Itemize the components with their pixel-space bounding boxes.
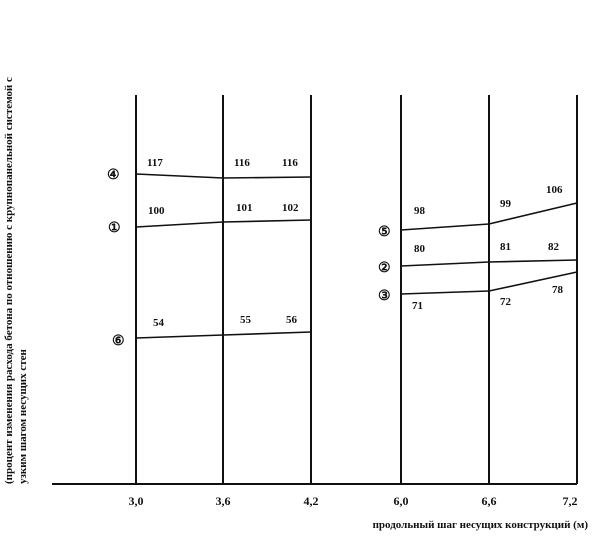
data-label: 54 (153, 317, 165, 329)
series-line (135, 334, 224, 339)
series-marker: ③ (378, 289, 391, 304)
data-label: 55 (240, 314, 252, 326)
data-label: 116 (234, 157, 250, 169)
data-label: 106 (546, 184, 563, 196)
series-line (135, 173, 224, 179)
series-5: 98 99 106 ⑤ (378, 184, 578, 240)
series-line (400, 223, 490, 231)
series-marker: ④ (107, 168, 120, 183)
series-marker: ① (108, 221, 121, 236)
data-label: 71 (412, 300, 423, 312)
series-marker: ⑥ (112, 334, 125, 349)
data-label: 102 (282, 202, 299, 214)
data-label: 78 (552, 284, 564, 296)
data-label: 116 (282, 157, 298, 169)
data-label: 81 (500, 241, 511, 253)
series-marker: ⑤ (378, 225, 391, 240)
series-line (488, 259, 578, 263)
x-tick-label: 3,6 (216, 494, 231, 508)
series-line (488, 271, 578, 292)
x-tick-label: 6,6 (482, 494, 497, 508)
series-1: 100 101 102 ① (108, 202, 312, 236)
series-line (400, 290, 490, 295)
x-tick-labels: 3,0 3,6 4,2 6,0 6,6 7,2 (129, 494, 578, 508)
x-tick-label: 6,0 (394, 494, 409, 508)
x-axis-title: продольный шаг несущих конструкций (м) (373, 519, 589, 531)
data-label: 82 (548, 241, 560, 253)
series-line (222, 176, 312, 179)
series-line (488, 202, 578, 225)
x-tick-label: 4,2 (304, 494, 319, 508)
data-label: 80 (414, 243, 426, 255)
y-axis-title-line2: узким шагом несущих стен (17, 348, 29, 484)
vertical-lines (135, 95, 578, 484)
data-label: 101 (236, 202, 253, 214)
x-tick-label: 7,2 (563, 494, 578, 508)
series-line (222, 219, 312, 223)
series-2: 80 81 82 ② (378, 241, 578, 276)
data-label: 98 (414, 205, 426, 217)
data-label: 117 (147, 157, 163, 169)
x-tick-label: 3,0 (129, 494, 144, 508)
data-label: 100 (148, 205, 165, 217)
series-4: 117 116 116 ④ (107, 157, 312, 183)
data-label: 56 (286, 314, 298, 326)
data-label: 72 (500, 296, 512, 308)
y-axis-title-line1: (процент изменения расхода бетона по отн… (3, 77, 15, 484)
series-6: 54 55 56 ⑥ (112, 314, 312, 349)
series-3: 71 72 78 ③ (378, 271, 578, 312)
series-line (222, 331, 312, 336)
series-line (400, 261, 490, 267)
series-line (135, 221, 224, 228)
data-label: 99 (500, 198, 512, 210)
series-marker: ② (378, 261, 391, 276)
